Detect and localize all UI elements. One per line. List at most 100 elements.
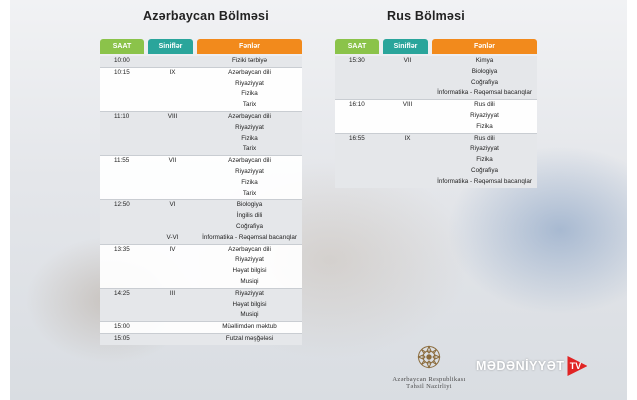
az-schedule-row: Riyaziyyat [100,122,302,134]
subject-cell: Biologiya [471,67,498,75]
az-schedule-row: Riyaziyyat [100,167,302,178]
subject-cell: Riyaziyyat [235,167,264,175]
class-cell [383,177,432,188]
rus-header-sinif: Siniflər [383,39,428,54]
az-schedule-row: 13:35 IV Azərbaycan dili [100,243,302,256]
subject-cell: Fizika [476,156,493,164]
tv-channel-watermark: MƏDƏNİYYƏT TV [476,356,588,376]
az-schedule-row: Musiqi [100,277,302,288]
rus-schedule-row: 16:55 IX Rus dili [335,132,537,145]
subject-cell: Fizika [241,134,258,142]
time-cell [100,178,148,189]
az-table-header: SAAT Siniflər Fənlər [100,39,302,54]
time-cell [335,88,383,99]
time-cell: 15:30 [349,57,365,64]
class-cell [148,334,197,345]
tv-badge: TV [567,356,588,376]
time-cell [335,177,383,188]
class-cell [148,310,197,321]
class-cell: VIII [402,101,413,109]
time-cell: 10:15 [114,68,130,76]
rus-schedule-row: Riyaziyyat [335,144,537,156]
class-cell: VI [169,201,176,209]
subject-cell: Riyaziyyat [235,289,264,297]
time-cell [100,144,148,155]
subject-cell: Azərbaycan dili [228,112,271,120]
time-cell [100,167,148,178]
subject-cell: Riyaziyyat [470,145,499,153]
time-cell [100,189,148,200]
time-cell [100,266,148,277]
subject-cell: İnformatika - Rəqəmsal bacarıqlar [202,233,297,241]
rus-table-body: 15:30 VII Kimya Biologiya Coğrafiya İnformati… [335,56,537,188]
class-cell: IX [169,68,176,76]
class-cell [148,266,197,277]
rus-schedule-table: SAAT Siniflər Fənlər 15:30 VII Kimya Biolog… [335,39,537,188]
az-header-fenn: Fənlər [197,39,302,54]
ministry-name-line1: Azərbaycan Respublikası [392,376,466,383]
time-cell [335,166,383,177]
class-cell [383,155,432,166]
class-cell [148,211,197,222]
class-cell [383,67,432,78]
subject-cell: Həyat bilgisi [232,267,267,275]
subject-cell: Fizika [241,90,258,98]
subject-cell: Coğrafiya [236,222,263,230]
subject-cell: Tarix [242,145,257,153]
subject-cell: Tarix [242,189,257,197]
az-header-sinif: Siniflər [148,39,193,54]
class-cell [148,189,197,200]
class-cell: VIII [167,112,178,120]
class-cell [148,178,197,189]
rus-schedule-row: Fizika [335,155,537,166]
rus-schedule-row: Coğrafiya [335,77,537,89]
class-cell [148,100,197,111]
class-cell [148,134,197,145]
tv-channel-name: MƏDƏNİYYƏT [476,359,565,373]
class-cell [148,167,197,178]
class-cell [148,322,197,333]
class-cell [148,79,197,90]
rus-schedule-row: 16:10 VIII Rus dili [335,99,537,111]
left-border [0,0,10,400]
class-cell [148,255,197,266]
subject-cell: Futzal məşğələsi [225,334,274,342]
time-cell [100,310,148,321]
rus-header-fenn: Fənlər [432,39,537,54]
class-cell [148,89,197,100]
time-cell: 11:10 [114,112,130,120]
time-cell [100,100,148,111]
az-schedule-row: 14:25 III Riyaziyyat [100,287,302,300]
time-cell [100,134,148,145]
az-schedule-row: Fizika [100,89,302,100]
class-cell: V-VI [166,233,179,241]
class-cell [383,88,432,99]
time-cell [335,144,383,155]
az-section-title: Azərbaycan Bölməsi [143,9,269,23]
time-cell [100,79,148,90]
az-schedule-row: 11:55 VII Azərbaycan dili [100,155,302,167]
class-cell [148,144,197,155]
time-cell [335,78,383,89]
subject-cell: Tarix [242,101,257,109]
subject-cell: Coğrafiya [471,166,498,174]
ministry-logo: Azərbaycan Respublikası Təhsil Nazirliyi [353,345,505,390]
subject-cell: İnformatika - Rəqəmsal bacarıqlar [437,177,532,185]
time-cell [100,255,148,266]
class-cell [383,111,432,122]
class-cell [148,277,197,288]
class-cell: IV [169,245,176,253]
time-cell: 10:00 [114,57,130,64]
class-cell: VII [168,157,177,165]
subject-cell: İnformatika - Rəqəmsal bacarıqlar [437,89,532,97]
time-cell [335,67,383,78]
az-schedule-row: Həyat bilgisi [100,266,302,277]
subject-cell: Musiqi [240,277,259,285]
rus-schedule-row: Riyaziyyat [335,111,537,122]
time-cell: 13:35 [114,245,130,253]
class-cell [383,144,432,155]
subject-cell: Azərbaycan dili [228,157,271,165]
az-schedule-row: Coğrafiya [100,221,302,233]
rus-schedule-row: İnformatika - Rəqəmsal bacarıqlar [335,88,537,100]
az-schedule-row: 12:50 VI Biologiya [100,199,302,212]
